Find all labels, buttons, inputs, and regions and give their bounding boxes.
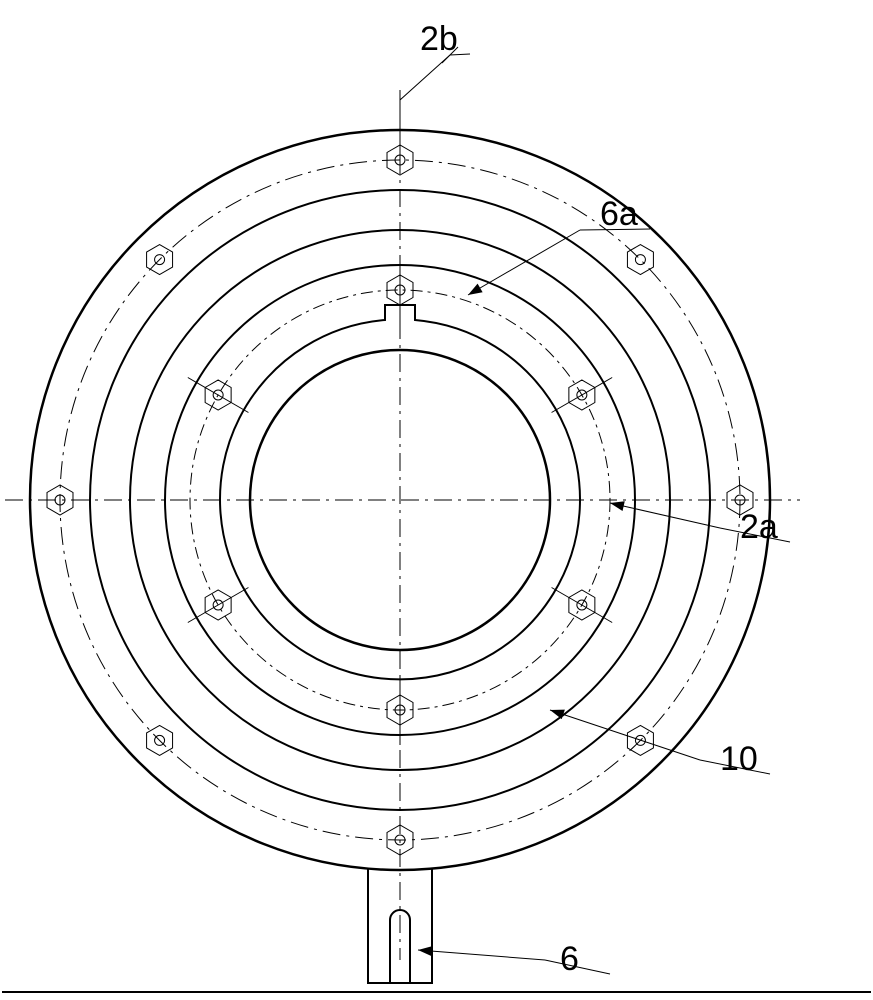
outer-bolt-hex: [627, 245, 653, 275]
arrowhead-10: [550, 710, 565, 719]
centerlines: [5, 90, 800, 960]
label-2a: 2a: [740, 508, 778, 546]
label-6: 6: [560, 940, 579, 978]
inner-bolt-tick: [188, 588, 249, 623]
inner-bolt-tick: [188, 378, 249, 413]
inner-bolt-tick: [552, 378, 613, 413]
inner-bolt-tick: [552, 588, 613, 623]
outer-bolt-hole: [635, 255, 645, 265]
label-2b: 2b: [420, 20, 458, 58]
labels: 2b 6a 2a 10 6: [400, 20, 790, 978]
leader-10: [550, 710, 700, 760]
leader-2b: [400, 55, 450, 160]
label-10: 10: [720, 740, 758, 778]
arrowhead-6: [418, 946, 432, 956]
arrowhead-6a: [468, 284, 483, 295]
leader-6: [418, 950, 545, 960]
arrowhead-2a: [610, 501, 625, 511]
engineering-drawing: 2b 6a 2a 10 6: [0, 0, 873, 1000]
label-6a: 6a: [600, 195, 638, 233]
leader-2a: [610, 503, 720, 528]
